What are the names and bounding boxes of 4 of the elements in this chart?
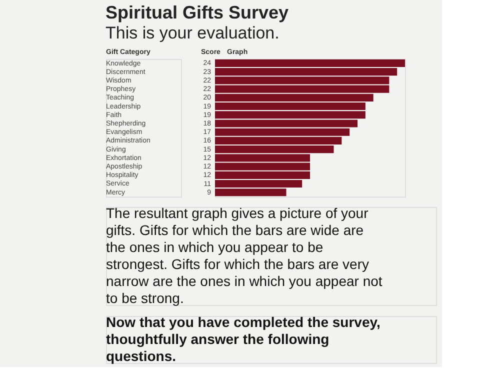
text: The resultant graph gives a picture of your gifts. Gifts for which the bars are wide are the ones in which you appear to be strongest. Gifts for which the bars are very narrow are the ones in which you appear not to be strong. <box>106 205 382 306</box>
chart-subtitle: This is your evaluation. <box>106 24 280 42</box>
text: Now that you have completed the survey, thoughtfully answer the following questions. <box>106 314 380 364</box>
chart-title: Spiritual Gifts Survey <box>106 2 289 22</box>
